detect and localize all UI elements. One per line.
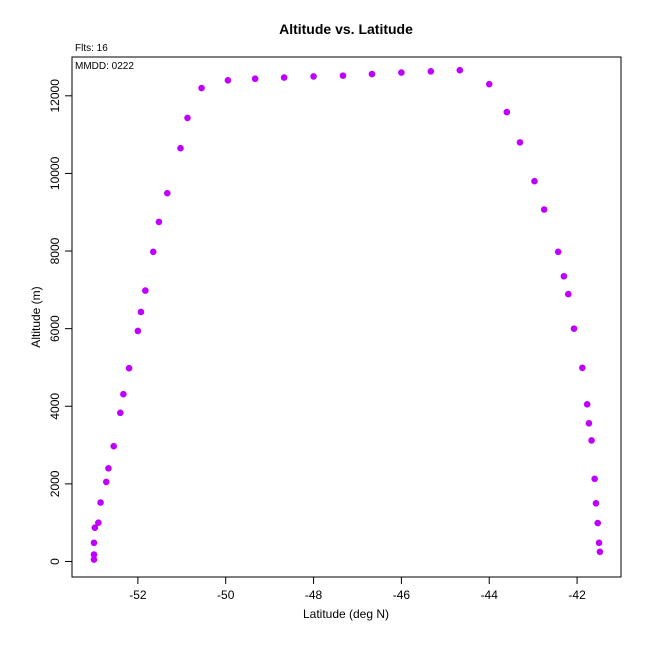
data-point (184, 114, 191, 122)
data-point (125, 364, 133, 372)
data-point (251, 75, 259, 83)
data-point (570, 325, 578, 332)
data-point (90, 539, 98, 547)
y-tick-label: 6000 (48, 315, 62, 342)
y-tick-label: 2000 (48, 470, 62, 497)
data-point (90, 551, 98, 558)
data-point (149, 248, 157, 256)
x-tick-label: -48 (305, 588, 323, 602)
data-point (594, 519, 602, 527)
data-points (90, 66, 604, 563)
data-point (560, 272, 568, 280)
x-tick-label: -44 (481, 588, 499, 602)
data-point (368, 70, 376, 78)
chart-subtitle: Flts: 16 (75, 43, 108, 54)
x-tick-label: -46 (393, 588, 411, 602)
data-point (110, 442, 118, 450)
data-point (579, 364, 586, 372)
data-point (155, 218, 163, 226)
data-point (583, 401, 591, 408)
data-point (531, 177, 538, 185)
data-point (134, 327, 142, 335)
data-point (456, 66, 464, 74)
data-point (120, 390, 127, 398)
data-point (540, 206, 548, 213)
y-axis-label: Altitude (m) (29, 286, 43, 347)
chart-annotation: MMDD: 0222 (75, 61, 134, 72)
data-point (91, 524, 99, 532)
data-point (339, 72, 347, 79)
data-point (90, 556, 98, 563)
y-tick-label: 4000 (48, 393, 62, 420)
y-axis: 0 2000 4000 6000 8000 10000 12000 (48, 79, 72, 565)
data-point (427, 68, 435, 75)
data-point (224, 76, 232, 84)
data-point (310, 73, 317, 80)
data-point (198, 84, 205, 92)
chart-title: Altitude vs. Latitude (279, 21, 413, 37)
data-point (164, 189, 171, 197)
data-point (564, 290, 572, 298)
y-tick-label: 8000 (48, 237, 62, 264)
y-tick-label: 10000 (48, 156, 62, 190)
data-point (485, 80, 493, 88)
x-tick-label: -42 (568, 588, 586, 602)
x-axis-label: Latitude (deg N) (303, 607, 389, 621)
y-tick-label: 12000 (48, 79, 62, 113)
data-point (97, 499, 104, 506)
data-point (503, 108, 511, 116)
data-point (117, 409, 124, 417)
data-point (585, 420, 593, 427)
data-point (591, 475, 598, 483)
data-point (105, 465, 112, 472)
x-tick-label: -50 (217, 588, 235, 602)
data-point (137, 308, 145, 316)
y-tick-label: 0 (48, 558, 62, 565)
data-point (592, 499, 600, 507)
data-point (398, 69, 405, 76)
data-point (596, 548, 604, 556)
data-point (177, 144, 184, 152)
data-point (280, 74, 288, 81)
data-point (554, 248, 562, 256)
data-point (516, 139, 524, 146)
data-point (595, 539, 603, 547)
x-tick-label: -52 (129, 588, 147, 602)
data-point (588, 437, 595, 444)
data-point (142, 287, 149, 294)
x-axis: -52 -50 -48 -46 -44 -42 (129, 577, 586, 602)
data-point (102, 478, 110, 486)
plot-area (71, 56, 622, 578)
data-point (95, 519, 102, 526)
